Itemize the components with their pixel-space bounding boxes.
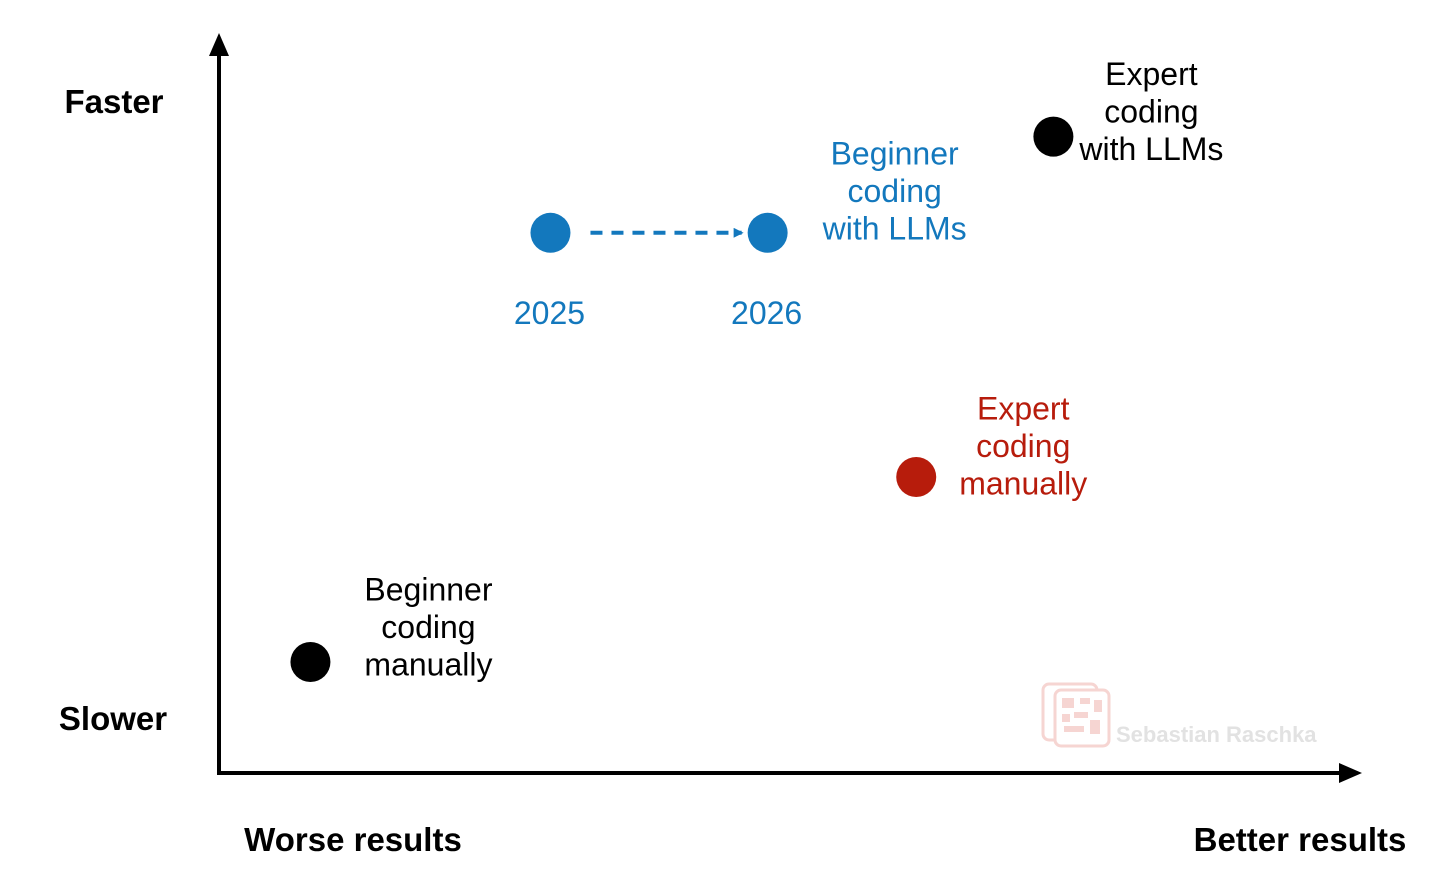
point-label-line: Expert bbox=[977, 391, 1070, 427]
point-label-expert-manual: Expert coding manually bbox=[959, 391, 1087, 502]
watermark: Sebastian Raschka bbox=[1041, 682, 1317, 748]
point-label-line: coding bbox=[381, 609, 475, 645]
point-label-line: coding bbox=[976, 428, 1070, 464]
group-label-line: coding bbox=[847, 173, 941, 209]
data-point-beginner-llm-2025 bbox=[530, 212, 571, 253]
point-label-line: with LLMs bbox=[1078, 131, 1223, 167]
point-label-line: manually bbox=[364, 647, 492, 683]
point-label-beginner-llm-2026: 2026 bbox=[731, 295, 802, 331]
watermark-logo-icon bbox=[1041, 682, 1111, 748]
x-axis-low-label: Worse results bbox=[244, 821, 462, 858]
point-label-beginner-manual: Beginner coding manually bbox=[364, 572, 492, 683]
point-label-line: manually bbox=[959, 466, 1087, 502]
point-label-line: coding bbox=[1104, 94, 1198, 130]
y-axis-high-label: Faster bbox=[64, 83, 163, 120]
data-point-expert-manual bbox=[896, 457, 937, 497]
watermark-text: Sebastian Raschka bbox=[1116, 722, 1317, 747]
point-label-line: Expert bbox=[1105, 56, 1198, 92]
group-label-line: Beginner bbox=[831, 135, 959, 171]
group-label-line: with LLMs bbox=[822, 210, 967, 246]
point-label-line: Beginner bbox=[364, 572, 492, 608]
x-axis-high-label: Better results bbox=[1194, 821, 1407, 858]
data-point-beginner-manual bbox=[290, 642, 331, 682]
point-label-expert-llm: Expert coding with LLMs bbox=[1078, 56, 1223, 167]
x-axis-arrowhead bbox=[1339, 763, 1362, 783]
point-label-beginner-llm-2025: 2025 bbox=[514, 295, 585, 331]
y-axis-low-label: Slower bbox=[59, 700, 167, 737]
y-axis-arrowhead bbox=[209, 33, 229, 56]
point-label-line: 2025 bbox=[514, 295, 585, 331]
group-label-beginner-with-llms: Beginner coding with LLMs bbox=[822, 135, 967, 246]
point-label-line: 2026 bbox=[731, 295, 802, 331]
data-point-beginner-llm-2026 bbox=[747, 212, 788, 253]
data-point-expert-llm bbox=[1033, 116, 1074, 157]
